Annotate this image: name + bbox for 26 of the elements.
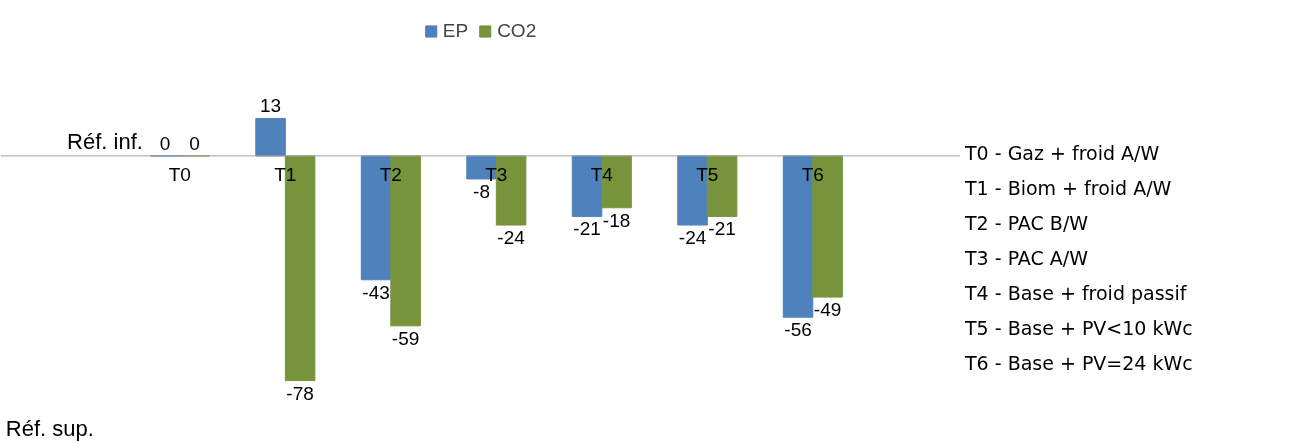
data-label: -24 — [678, 227, 707, 249]
data-label: -56 — [784, 319, 812, 341]
text: T5 - Base + PV<10 kWc — [965, 316, 1193, 341]
data-label: -24 — [497, 227, 526, 249]
legend-label: CO2 — [497, 20, 537, 42]
text: T6 - Base + PV=24 kWc — [965, 351, 1193, 376]
data-label: -21 — [573, 218, 601, 240]
data-label: -49 — [813, 299, 842, 321]
text: T0 - Gaz + froid A/W — [965, 141, 1161, 166]
text: T1 - Biom + froid A/W — [965, 176, 1173, 201]
data-label: -21 — [708, 218, 736, 240]
text: Réf. sup. — [5, 415, 94, 441]
legend-label: EP — [442, 20, 469, 42]
data-label: -43 — [362, 281, 390, 303]
text: T4 - Base + froid passif — [965, 281, 1188, 306]
data-label: 13 — [260, 95, 282, 117]
x-tick-label: T5 — [696, 163, 719, 185]
annotation: Réf. inf. — [67, 128, 143, 154]
text: T2 - PAC B/W — [965, 211, 1090, 236]
x-tick-label: T0 — [168, 163, 191, 185]
text: T3 - PAC A/W — [965, 246, 1090, 271]
data-label: 0 — [159, 132, 171, 154]
data-label: 0 — [189, 132, 200, 154]
data-label: -78 — [286, 382, 314, 404]
data-label: -59 — [391, 327, 420, 349]
data-label: -18 — [602, 209, 631, 231]
